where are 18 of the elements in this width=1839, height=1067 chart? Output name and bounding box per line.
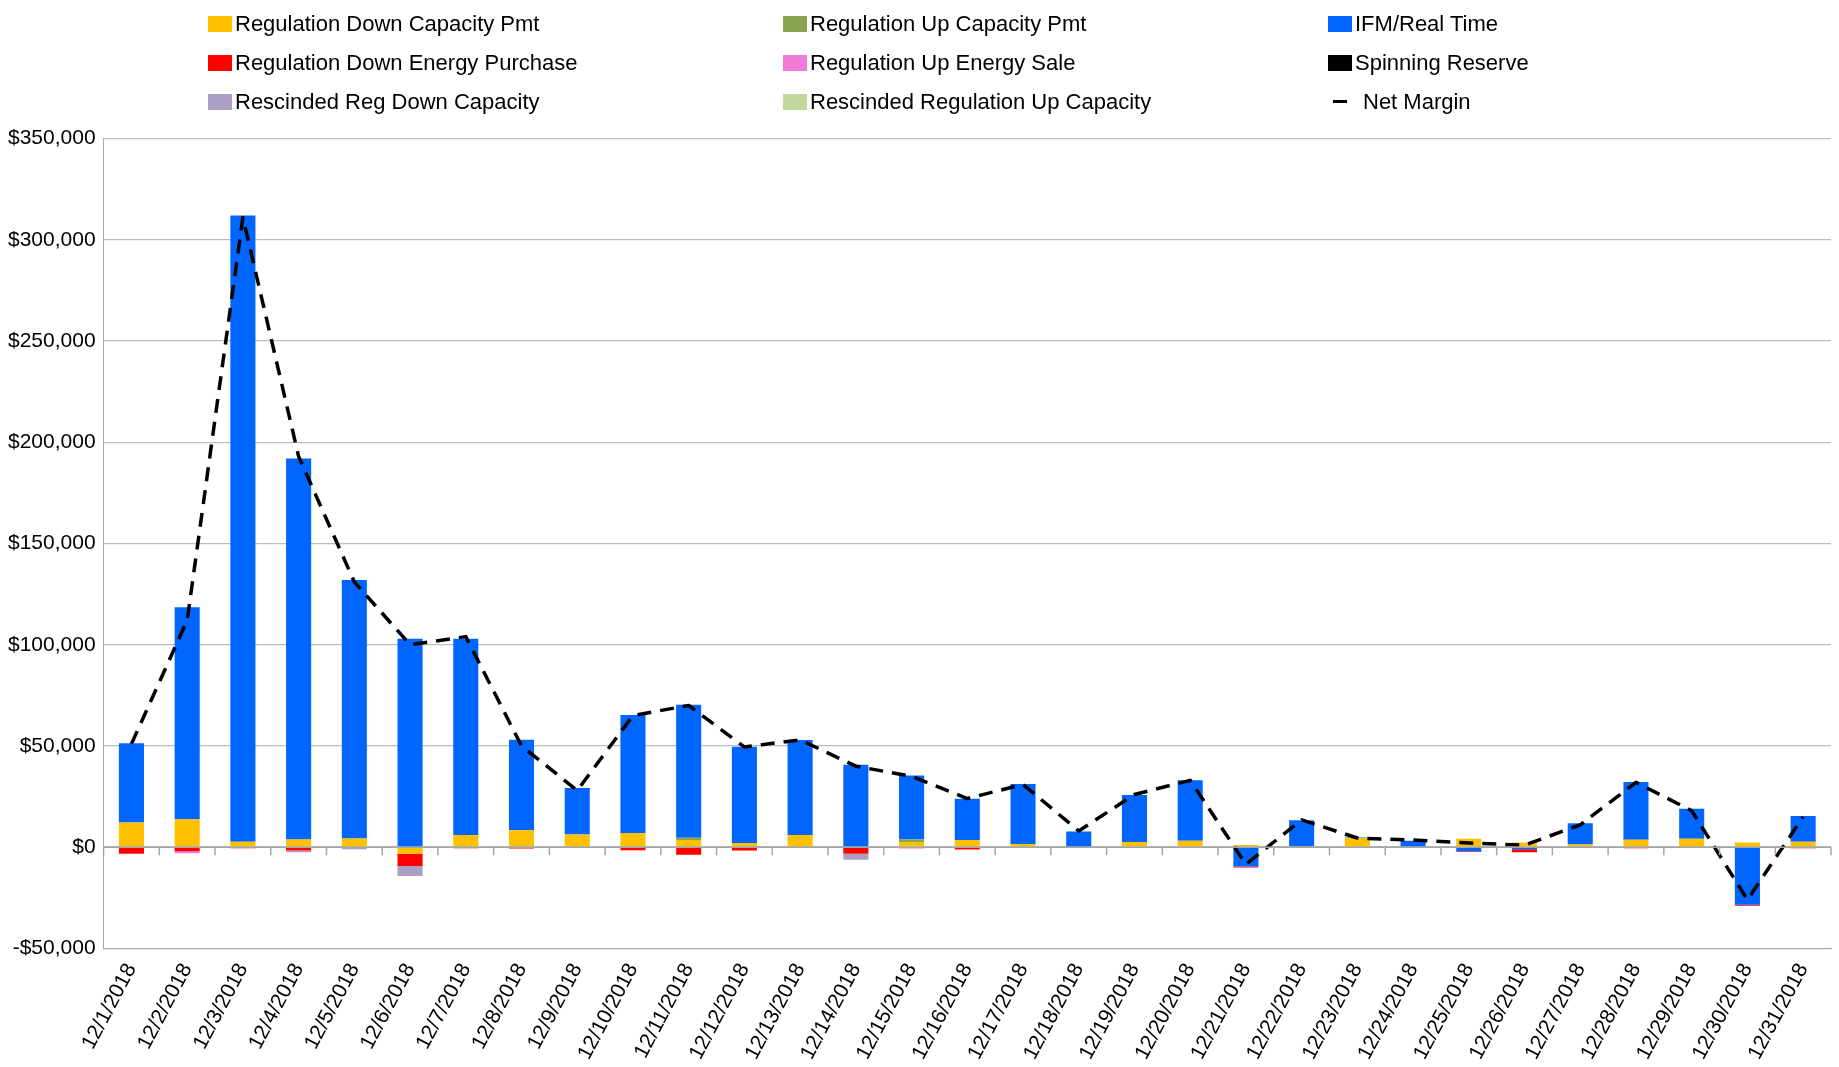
legend-label: Rescinded Reg Down Capacity	[235, 88, 540, 115]
y-tick-label: $0	[72, 833, 96, 857]
y-tick-label: $100,000	[8, 631, 96, 655]
y-tick-label: $350,000	[8, 125, 96, 149]
legend-label: Regulation Down Energy Purchase	[235, 49, 578, 76]
y-tick-label: $200,000	[8, 429, 96, 453]
y-tick-label: $250,000	[8, 327, 96, 351]
legend-label: IFM/Real Time	[1355, 11, 1499, 38]
y-tick-label: $50,000	[19, 732, 96, 756]
legend-label: Net Margin	[1363, 88, 1471, 115]
y-tick-label: -$50,000	[12, 935, 96, 959]
y-tick-label: $150,000	[8, 530, 96, 554]
legend-label: Spinning Reserve	[1355, 49, 1529, 76]
legend-label: Rescinded Regulation Up Capacity	[810, 88, 1152, 115]
legend-label: Regulation Up Capacity Pmt	[810, 11, 1087, 38]
legend-label: Regulation Down Capacity Pmt	[235, 11, 540, 38]
legend-label: Regulation Up Energy Sale	[810, 49, 1076, 76]
y-tick-label: $300,000	[8, 226, 96, 250]
